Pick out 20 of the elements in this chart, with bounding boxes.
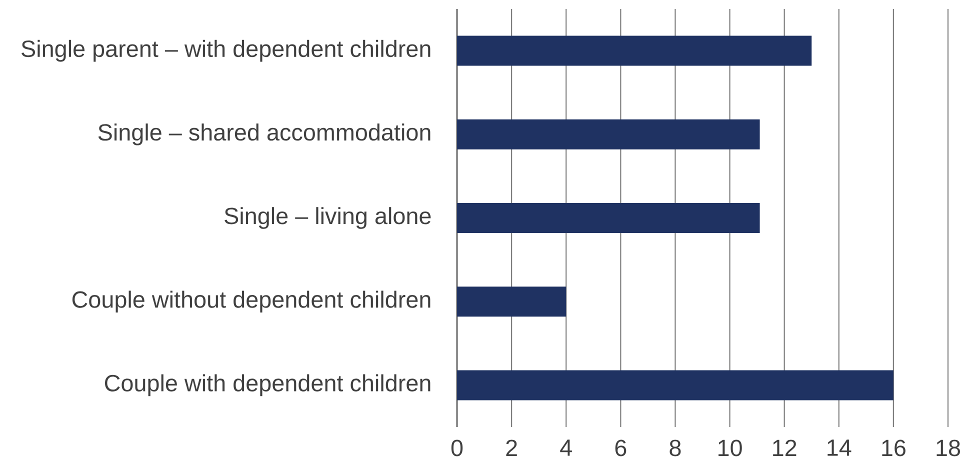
x-tick-label: 8 — [670, 440, 681, 456]
bar — [457, 202, 760, 233]
x-tick-label: 0 — [451, 440, 463, 456]
bar — [457, 36, 812, 66]
x-tick-label: 6 — [615, 440, 626, 456]
x-tick-label: 4 — [560, 440, 572, 456]
bar — [457, 370, 894, 400]
bar — [457, 119, 760, 150]
y-tick-label: Single parent – with dependent children — [22, 40, 430, 62]
x-tick-label: 18 — [936, 440, 960, 456]
x-tick-label: 14 — [828, 440, 852, 456]
y-tick-label: Single – living alone — [224, 207, 431, 229]
x-tick-label: 16 — [882, 440, 906, 456]
y-tick-label: Couple without dependent children — [72, 290, 430, 313]
x-tick-label: 12 — [773, 440, 796, 456]
bar — [457, 286, 566, 317]
x-tick-label: 2 — [506, 440, 517, 456]
x-tick-label: 10 — [718, 440, 742, 456]
y-tick-label: Couple with dependent children — [104, 374, 430, 396]
y-tick-label: Single – shared accommodation — [98, 123, 430, 146]
